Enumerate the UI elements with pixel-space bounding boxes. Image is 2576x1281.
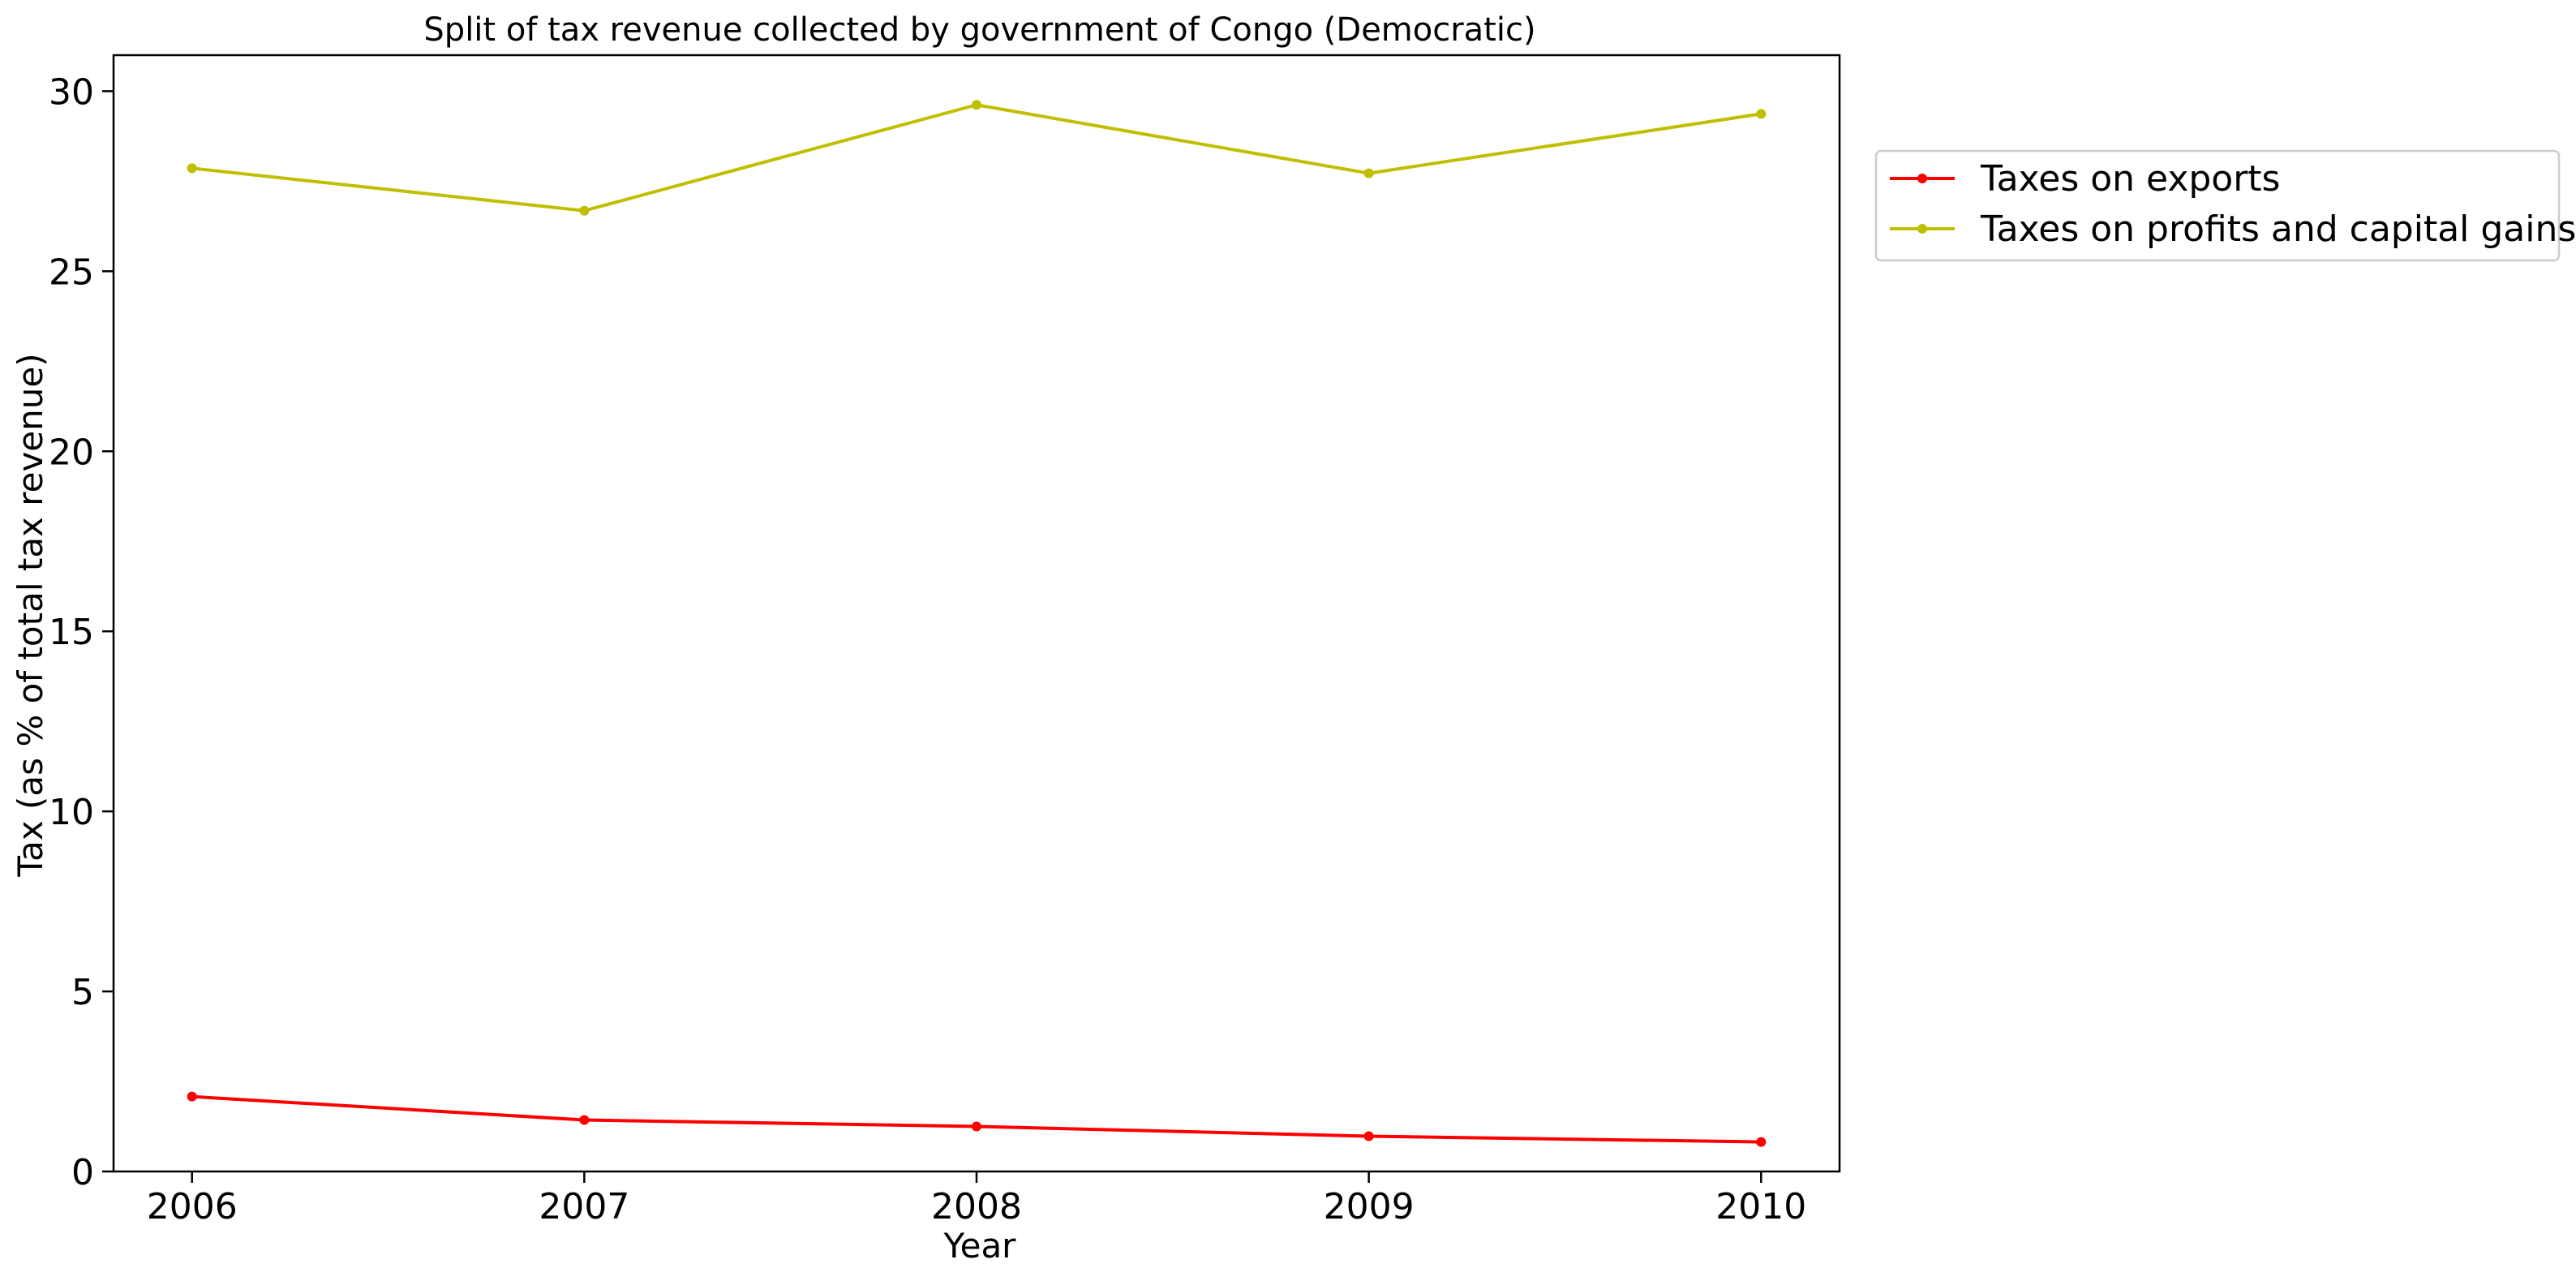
x-axis-ticks: 2006 2007 2008 2009 2010	[147, 1171, 1806, 1227]
data-point	[187, 1091, 197, 1102]
legend-entry: Taxes on exports	[1890, 158, 2280, 200]
data-point	[972, 100, 981, 110]
x-tick-label: 2010	[1715, 1186, 1806, 1227]
y-tick-label: 20	[49, 432, 94, 473]
legend-entries: Taxes on exports Taxes on profits and cap…	[1890, 158, 2576, 250]
legend-box	[1874, 149, 2561, 262]
x-tick-label: 2006	[147, 1186, 238, 1227]
legend-label: Taxes on profits and capital gains	[1980, 208, 2576, 250]
plot-frame	[112, 54, 1841, 1173]
y-tick-label: 30	[49, 71, 94, 113]
data-point	[579, 205, 590, 216]
series-line	[190, 1094, 1763, 1144]
x-tick-label: 2008	[931, 1186, 1022, 1227]
data-point	[187, 163, 197, 174]
series-1	[187, 100, 1767, 216]
series-line	[190, 103, 1763, 213]
legend-marker-swatch	[1917, 224, 1927, 234]
y-tick-label: 10	[49, 792, 94, 833]
legend-entry: Taxes on profits and capital gains	[1890, 208, 2576, 250]
legend: Taxes on exports Taxes on profits and cap…	[1874, 149, 2576, 262]
series-layer	[187, 100, 1767, 1147]
x-tick-label: 2009	[1324, 1186, 1415, 1227]
chart-title: Split of tax revenue collected by govern…	[423, 11, 1535, 49]
data-point	[1363, 168, 1374, 178]
y-tick-label: 25	[49, 251, 94, 293]
data-point	[1363, 1131, 1374, 1141]
y-axis-ticks: 0 5 10 15 20 25 30	[49, 71, 114, 1193]
legend-marker-swatch	[1917, 174, 1927, 183]
data-point	[1756, 1137, 1767, 1147]
legend-label: Taxes on exports	[1980, 158, 2280, 200]
y-axis-label: Tax (as % of total tax revenue)	[11, 353, 50, 877]
data-point	[579, 1115, 590, 1125]
x-tick-label: 2007	[539, 1186, 629, 1227]
data-point	[972, 1121, 981, 1132]
y-tick-label: 15	[49, 612, 94, 653]
x-axis-label: Year	[943, 1226, 1017, 1266]
data-point	[1756, 109, 1767, 119]
y-tick-label: 0	[71, 1152, 94, 1193]
y-tick-label: 5	[71, 972, 94, 1013]
series-0	[187, 1091, 1767, 1147]
